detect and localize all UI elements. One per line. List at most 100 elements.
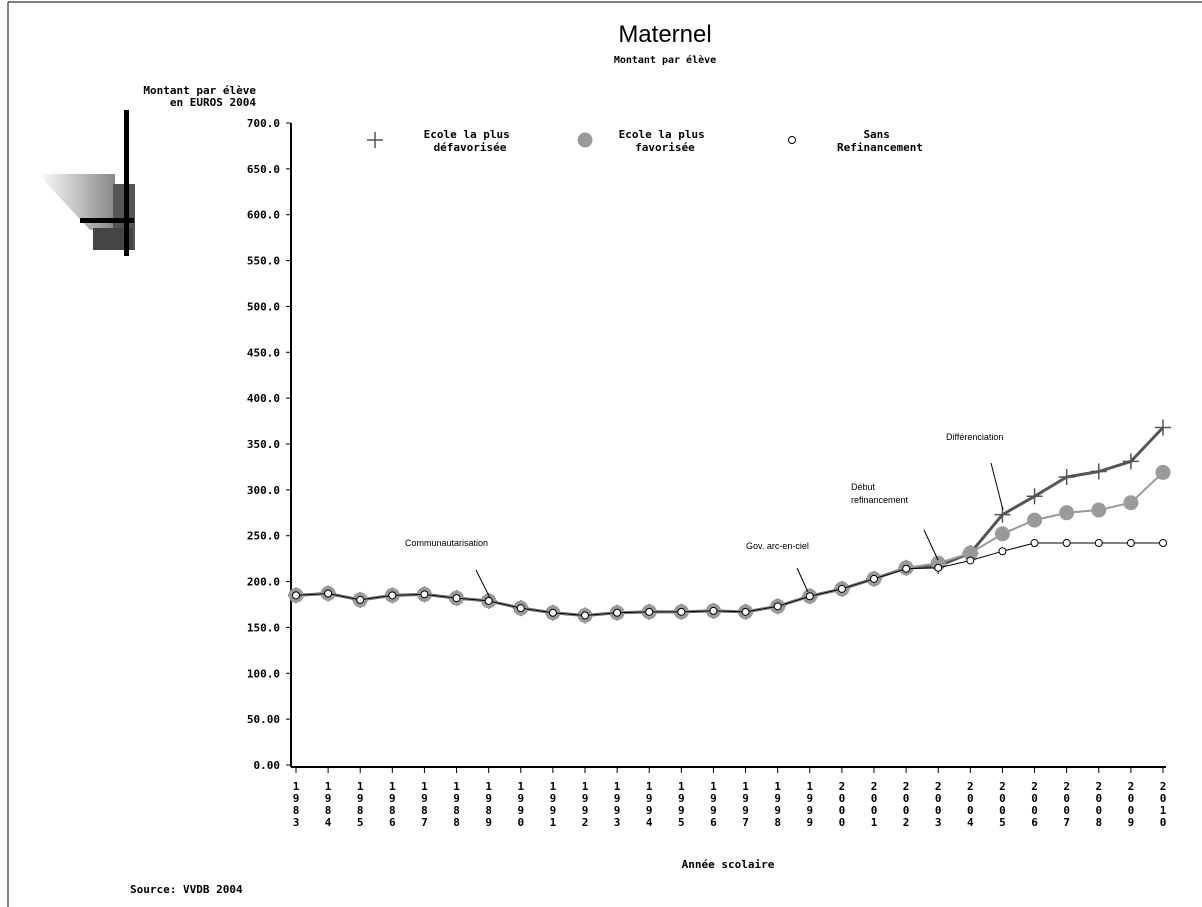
- legend-marker: [788, 136, 796, 144]
- marker: [962, 545, 978, 561]
- annotation-arrow: [475, 569, 491, 599]
- marker: [1027, 512, 1043, 528]
- annotation-arrow: [990, 462, 1004, 511]
- marker: [994, 526, 1010, 542]
- y-axis-label: en EUROS 2004: [170, 96, 256, 109]
- legend-marker: [577, 132, 593, 148]
- marker: [1030, 539, 1039, 548]
- marker: [902, 564, 911, 573]
- marker: [677, 607, 686, 616]
- annotation: Gov. arc-en-ciel: [746, 541, 809, 551]
- marker: [292, 591, 300, 600]
- y-tick-label: 300.0: [247, 484, 280, 497]
- marker: [1159, 539, 1167, 548]
- source: Source: VVDB 2004: [130, 883, 243, 896]
- y-tick-label: 0.00: [254, 759, 281, 772]
- marker: [1094, 539, 1103, 548]
- marker: [548, 608, 557, 617]
- marker: [1058, 469, 1075, 486]
- marker: [805, 592, 814, 601]
- legend-label: Ecole la plus favorisée: [619, 128, 712, 154]
- annotation: Différenciation: [946, 432, 1003, 442]
- marker: [1155, 464, 1171, 480]
- chart-title: Maternel: [618, 21, 711, 48]
- annotation: Communautarisation: [405, 538, 488, 548]
- legend-label: Sans Refinancement: [837, 128, 923, 154]
- legend-label: Ecole la plus défavorisée: [424, 128, 517, 154]
- annotation-arrow: [796, 567, 809, 593]
- legend-marker: [367, 132, 383, 148]
- marker: [516, 604, 525, 613]
- y-tick-label: 150.0: [247, 621, 280, 634]
- marker: [773, 602, 782, 611]
- y-tick-label: 650.0: [247, 163, 280, 176]
- y-tick-label: 550.0: [247, 255, 280, 268]
- marker: [1059, 505, 1075, 521]
- marker: [709, 606, 718, 615]
- annotation: Début: [851, 482, 876, 492]
- marker: [613, 608, 622, 617]
- marker: [388, 591, 397, 600]
- marker: [1126, 539, 1135, 548]
- marker: [645, 607, 654, 616]
- marker: [1122, 453, 1139, 470]
- marker: [324, 589, 333, 598]
- y-tick-label: 100.0: [247, 667, 280, 680]
- marker: [1062, 539, 1071, 548]
- y-tick-label: 200.0: [247, 576, 280, 589]
- marker: [1090, 463, 1107, 480]
- marker: [837, 584, 846, 593]
- marker: [934, 563, 943, 572]
- y-tick-label: 50.00: [247, 713, 280, 726]
- marker: [356, 595, 365, 604]
- y-tick-label: 350.0: [247, 438, 280, 451]
- y-tick-label: 700.0: [247, 117, 280, 130]
- marker: [1155, 419, 1171, 436]
- y-axis-label: Montant par élève: [143, 84, 256, 97]
- series-line: [295, 542, 1163, 617]
- y-tick-label: 450.0: [247, 346, 280, 359]
- annotation-arrow: [923, 529, 939, 561]
- marker: [870, 574, 878, 583]
- chart-subtitle: Montant par élève: [614, 54, 716, 66]
- marker: [484, 596, 493, 605]
- annotation: refinancement: [851, 495, 909, 505]
- x-axis-label: Année scolaire: [682, 858, 775, 871]
- marker: [998, 547, 1007, 556]
- marker: [420, 590, 429, 599]
- marker: [1091, 502, 1107, 518]
- marker: [581, 611, 589, 620]
- marker: [966, 556, 975, 565]
- y-tick-label: 250.0: [247, 530, 280, 543]
- marker: [1026, 488, 1043, 505]
- y-tick-label: 400.0: [247, 392, 280, 405]
- marker: [452, 594, 461, 603]
